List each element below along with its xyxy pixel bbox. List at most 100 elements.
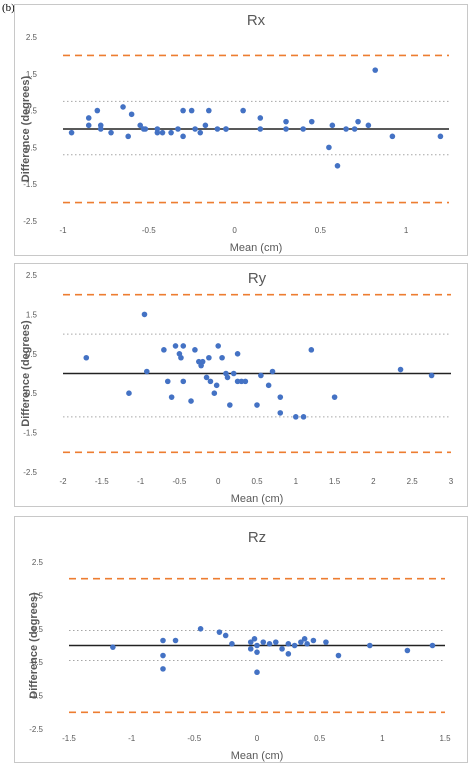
y-tick-label: 2.5 — [32, 558, 44, 567]
x-tick-label: 2.5 — [407, 477, 419, 486]
x-tick-label: -2 — [59, 477, 67, 486]
x-tick-label: -0.5 — [142, 226, 156, 235]
data-point — [94, 107, 101, 114]
data-point — [180, 107, 186, 114]
y-tick-label: -0.5 — [29, 658, 43, 667]
y-tick-label: -1.5 — [23, 429, 37, 438]
data-point — [141, 311, 148, 318]
data-point — [326, 144, 332, 151]
data-point — [308, 118, 315, 125]
data-point — [126, 390, 132, 396]
data-point — [343, 126, 349, 132]
data-point — [213, 382, 220, 389]
data-point — [301, 636, 308, 642]
data-point — [277, 394, 284, 400]
data-point — [308, 347, 315, 353]
data-point — [202, 122, 209, 129]
data-point — [188, 107, 195, 114]
x-tick-label: 0.5 — [314, 734, 326, 743]
data-point — [428, 372, 435, 379]
y-axis-label: Difference (degrees) — [20, 320, 32, 427]
data-point — [207, 378, 214, 385]
y-tick-label: -2.5 — [23, 217, 37, 226]
data-point — [214, 126, 221, 132]
chart-panel-ry: Ry 2.5 1.5 0.5 -0.5 -1.5 -2.5 -2 -1.5 -1 -0.5 0 0.5 1… — [14, 263, 468, 507]
data-point — [258, 372, 264, 379]
data-point — [285, 641, 292, 647]
data-point — [437, 133, 444, 140]
data-point — [154, 126, 161, 132]
x-tick-label: 1 — [404, 226, 409, 235]
y-tick-label: 2.5 — [26, 271, 38, 280]
data-point — [160, 637, 166, 644]
data-point — [199, 358, 206, 365]
data-point — [172, 637, 179, 644]
x-tick-label: 1.5 — [329, 477, 341, 486]
data-point — [206, 107, 212, 114]
chart-svg: Rz 2.5 1.5 0.5 -0.5 -1.5 -2.5 -1.5 -1 -0.5 0 0.5 1 1.… — [28, 529, 451, 762]
data-point — [128, 111, 135, 118]
data-point — [160, 652, 166, 659]
data-point — [298, 639, 304, 645]
data-point — [351, 126, 358, 132]
y-tick-label: -2.5 — [29, 725, 43, 734]
y-tick-label: -2.5 — [23, 468, 37, 477]
y-tick-label: 1.5 — [26, 70, 38, 79]
y-axis-label: Difference (degrees) — [20, 75, 32, 182]
data-point — [180, 378, 187, 385]
data-point — [251, 636, 258, 642]
data-point — [120, 104, 126, 110]
data-point — [279, 646, 285, 652]
data-point — [180, 133, 186, 140]
data-point — [227, 402, 233, 408]
y-tick-label: -0.5 — [23, 389, 37, 398]
chart-svg: Rx 2.5 1.5 0.5 -0.5 -1.5 -2.5 -1 -0.5 0 0.5 1 Mean (… — [20, 12, 449, 254]
x-axis-label: Mean (cm) — [231, 493, 284, 505]
data-point — [269, 368, 276, 375]
y-axis-label: Difference (degrees) — [28, 592, 40, 699]
data-point — [265, 382, 272, 389]
data-point — [125, 133, 131, 140]
data-point — [203, 374, 210, 381]
x-tick-label: 0.5 — [251, 477, 263, 486]
data-point — [211, 390, 218, 396]
data-point — [85, 115, 92, 121]
data-point — [224, 374, 231, 381]
data-point — [68, 129, 75, 136]
data-point — [254, 402, 260, 408]
data-point — [283, 118, 289, 125]
data-point — [310, 637, 317, 644]
data-point — [238, 378, 245, 385]
data-point — [180, 343, 187, 349]
x-tick-label: 0.5 — [315, 226, 327, 235]
x-tick-label: -1 — [137, 477, 145, 486]
data-point — [216, 629, 223, 635]
y-tick-label: 1.5 — [32, 591, 44, 600]
chart-panel-rx: Rx 2.5 1.5 0.5 -0.5 -1.5 -2.5 -1 -0.5 0 0.5 1 Mean (… — [14, 4, 468, 256]
data-point — [192, 347, 198, 353]
y-tick-label: -1.5 — [29, 692, 43, 701]
x-tick-label: -0.5 — [187, 734, 201, 743]
data-point — [234, 351, 241, 357]
data-point — [389, 133, 396, 140]
data-point — [197, 129, 204, 136]
chart-svg: Ry 2.5 1.5 0.5 -0.5 -1.5 -2.5 -2 -1.5 -1 -0.5 0 0.5 1… — [20, 270, 454, 505]
data-point — [334, 163, 341, 169]
data-point — [97, 122, 104, 129]
data-point — [331, 394, 338, 400]
data-point — [215, 343, 221, 349]
data-point — [429, 642, 436, 649]
data-point — [304, 641, 310, 647]
chart-title: Ry — [248, 270, 267, 287]
data-point — [365, 122, 372, 129]
y-tick-label: -1.5 — [23, 180, 37, 189]
data-point — [300, 126, 306, 132]
x-tick-label: -1 — [59, 226, 67, 235]
data-point — [108, 129, 114, 136]
x-tick-label: -1.5 — [95, 477, 109, 486]
x-tick-label: -1 — [128, 734, 136, 743]
data-point — [277, 410, 284, 416]
chart-title: Rx — [247, 12, 266, 29]
data-point — [159, 129, 166, 136]
data-point — [260, 639, 267, 645]
